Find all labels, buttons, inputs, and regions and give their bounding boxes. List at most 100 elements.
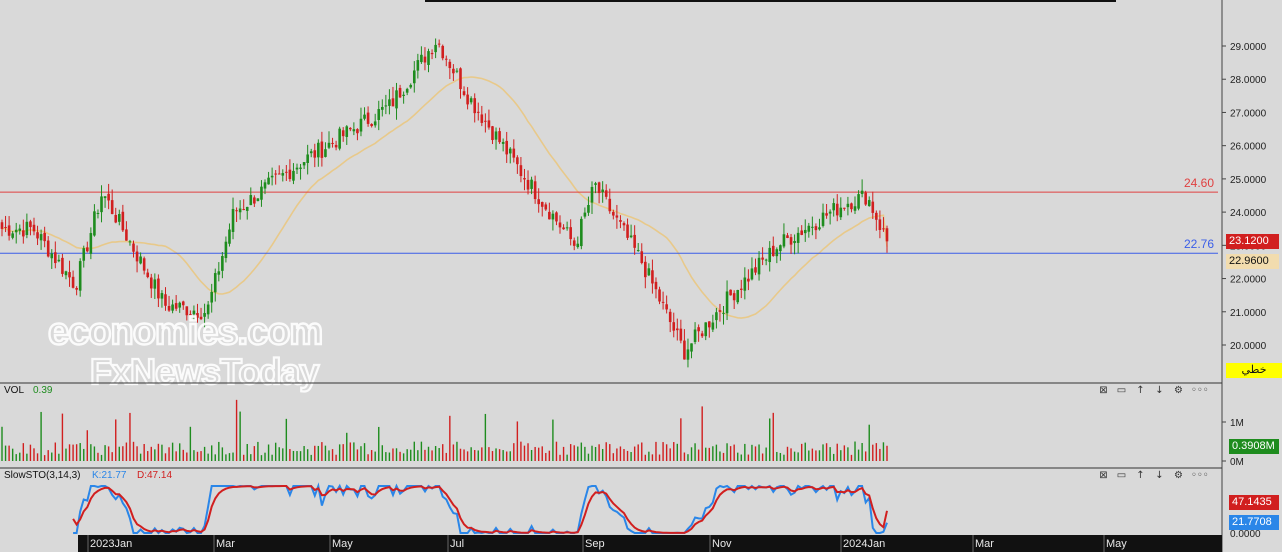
candle-down — [71, 270, 75, 289]
support-level-label: 22.76 — [1184, 237, 1215, 251]
candle-down — [121, 204, 125, 232]
volume-bar — [886, 445, 888, 461]
volume-bar — [274, 442, 277, 461]
candle-down — [615, 204, 619, 229]
time-tick-label: May — [1106, 538, 1127, 550]
more-icon[interactable]: ◦◦◦ — [1191, 385, 1209, 396]
candle-up — [636, 242, 640, 252]
volume-bar — [132, 441, 135, 461]
volume-bar — [537, 447, 540, 461]
close-icon[interactable]: ⊠ — [1099, 470, 1108, 481]
volume-bar — [690, 447, 693, 461]
candle-down — [370, 123, 373, 128]
candle-down — [707, 321, 711, 338]
price-axis-bg — [1222, 0, 1282, 552]
volume-bar — [33, 448, 35, 461]
volume-bar — [808, 450, 810, 461]
candle-up — [455, 68, 459, 74]
candle-down — [452, 64, 455, 81]
move-up-icon[interactable]: ↑ — [1136, 470, 1145, 481]
volume-tick-1m: 1M — [1230, 418, 1244, 429]
price-tick-label: 26.0000 — [1230, 142, 1267, 153]
candle-up — [811, 216, 814, 236]
candle-down — [612, 209, 615, 220]
maximize-icon[interactable]: ▭ — [1116, 470, 1127, 481]
volume-bar — [559, 454, 561, 461]
candle-up — [725, 280, 729, 321]
stoch-title: SlowSTO(3,14,3) — [4, 470, 81, 481]
candle-up — [192, 305, 196, 321]
volume-bar — [40, 411, 42, 461]
volume-bar — [15, 454, 17, 461]
candle-down — [672, 312, 676, 338]
volume-bar — [569, 444, 572, 461]
volume-bar — [463, 449, 465, 461]
time-tick-label: Nov — [712, 538, 732, 550]
move-down-icon[interactable]: ↓ — [1155, 385, 1164, 396]
candle-up — [409, 83, 413, 89]
volume-bar — [51, 452, 53, 461]
volume-bar — [793, 451, 796, 461]
candle-down — [523, 168, 526, 191]
volume-bar — [164, 453, 167, 461]
volume-bar — [502, 450, 504, 461]
move-down-icon[interactable]: ↓ — [1155, 470, 1164, 481]
more-icon[interactable]: ◦◦◦ — [1191, 470, 1209, 481]
candle-down — [196, 303, 199, 323]
volume-bar — [843, 445, 846, 461]
candle-down — [640, 243, 644, 265]
move-up-icon[interactable]: ↑ — [1136, 385, 1145, 396]
candle-down — [430, 49, 434, 60]
candle-up — [405, 87, 409, 96]
candle-up — [89, 227, 93, 260]
maximize-icon[interactable]: ▭ — [1116, 385, 1127, 396]
volume-bar — [392, 448, 394, 461]
volume-bar — [338, 444, 341, 461]
volume-bar — [619, 446, 622, 461]
candle-down — [519, 157, 523, 183]
volume-bar — [633, 446, 636, 461]
candle-down — [181, 300, 185, 310]
volume-bar — [75, 444, 78, 461]
candle-down — [626, 218, 629, 241]
line-type-button[interactable]: خطي — [1226, 363, 1282, 378]
settings-icon[interactable]: ⚙ — [1174, 385, 1183, 396]
candle-up — [704, 322, 708, 341]
candle-down — [683, 329, 686, 360]
candle-down — [732, 290, 736, 310]
candle-up — [93, 204, 96, 237]
volume-bar — [381, 445, 384, 461]
volume-value: 0.39 — [33, 385, 53, 396]
volume-bar — [722, 452, 725, 461]
volume-bar — [534, 446, 536, 461]
volume-bar — [378, 426, 380, 461]
candle-down — [185, 306, 189, 321]
settings-icon[interactable]: ⚙ — [1174, 470, 1183, 481]
candle-up — [551, 210, 555, 231]
volume-bar — [250, 454, 252, 461]
volume-bar — [4, 445, 7, 461]
volume-bar — [157, 443, 160, 461]
candle-up — [782, 223, 786, 249]
volume-bar — [658, 454, 661, 461]
volume-bar — [584, 446, 586, 461]
stoch-d-tag: 47.1435 — [1229, 495, 1279, 510]
volume-bar — [523, 445, 526, 461]
volume-bar — [399, 451, 401, 461]
candle-up — [416, 53, 420, 79]
volume-bar — [562, 446, 565, 461]
volume-bar — [498, 449, 501, 461]
volume-bar — [861, 443, 863, 461]
candle-up — [171, 299, 174, 314]
volume-bar — [573, 445, 575, 461]
volume-bar — [356, 449, 359, 461]
volume-bar — [868, 424, 870, 461]
candle-up — [686, 338, 690, 368]
candle-down — [665, 295, 668, 314]
candle-up — [363, 107, 366, 121]
stoch-d-line — [72, 485, 888, 534]
candle-up — [359, 107, 363, 137]
candle-up — [793, 234, 796, 255]
close-icon[interactable]: ⊠ — [1099, 385, 1108, 396]
